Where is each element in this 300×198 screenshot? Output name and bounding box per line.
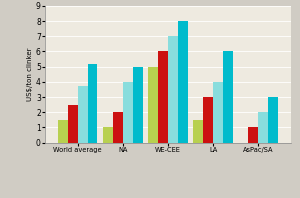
Bar — [258, 112, 268, 143]
Bar — [158, 51, 168, 143]
Bar — [133, 67, 143, 143]
Bar — [78, 86, 88, 143]
Y-axis label: US$/ton clinker: US$/ton clinker — [27, 48, 33, 101]
Bar — [178, 21, 188, 143]
Bar — [58, 120, 68, 143]
Bar — [148, 67, 158, 143]
Bar — [103, 127, 113, 143]
Bar — [213, 82, 223, 143]
Bar — [223, 51, 233, 143]
Bar — [203, 97, 213, 143]
Bar — [268, 97, 278, 143]
Bar — [168, 36, 178, 143]
Bar — [68, 105, 78, 143]
Bar — [88, 64, 98, 143]
Bar — [193, 120, 203, 143]
Bar — [248, 127, 258, 143]
Bar — [123, 82, 133, 143]
Bar — [113, 112, 123, 143]
